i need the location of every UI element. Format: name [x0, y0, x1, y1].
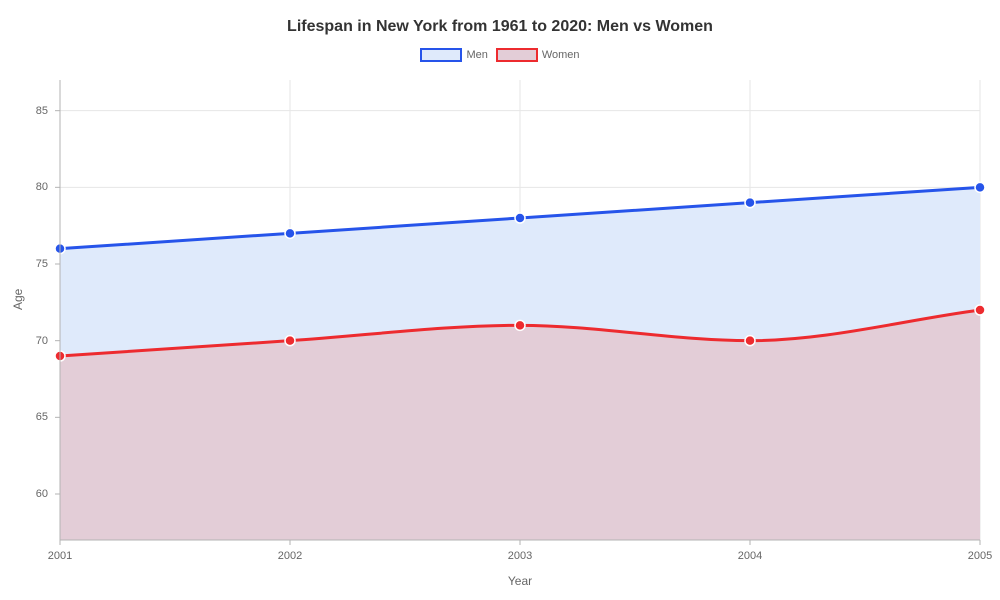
- marker-women[interactable]: [285, 336, 295, 346]
- y-tick-label: 60: [36, 488, 48, 500]
- legend-item-men[interactable]: Men: [420, 48, 487, 62]
- y-tick-label: 70: [36, 335, 48, 347]
- legend-label-women: Women: [542, 49, 580, 61]
- marker-women[interactable]: [975, 305, 985, 315]
- marker-men[interactable]: [975, 182, 985, 192]
- legend-label-men: Men: [466, 49, 487, 61]
- y-axis-label: Age: [11, 289, 25, 310]
- x-tick-label: 2005: [968, 550, 992, 562]
- marker-men[interactable]: [515, 213, 525, 223]
- y-tick-label: 85: [36, 105, 48, 117]
- x-tick-label: 2003: [508, 550, 532, 562]
- legend-swatch-women: [496, 48, 538, 62]
- legend-swatch-men: [420, 48, 462, 62]
- legend: Men Women: [0, 48, 1000, 62]
- x-tick-label: 2004: [738, 550, 762, 562]
- marker-men[interactable]: [745, 198, 755, 208]
- marker-women[interactable]: [745, 336, 755, 346]
- x-tick-label: 2002: [278, 550, 302, 562]
- plot-svg: [60, 80, 980, 540]
- legend-item-women[interactable]: Women: [496, 48, 580, 62]
- chart-container: Lifespan in New York from 1961 to 2020: …: [0, 0, 1000, 600]
- x-tick-label: 2001: [48, 550, 72, 562]
- x-axis-label: Year: [508, 574, 532, 588]
- y-tick-label: 75: [36, 258, 48, 270]
- y-tick-label: 80: [36, 181, 48, 193]
- y-tick-label: 65: [36, 411, 48, 423]
- marker-men[interactable]: [285, 228, 295, 238]
- plot-area: [60, 80, 980, 540]
- marker-women[interactable]: [515, 320, 525, 330]
- chart-title: Lifespan in New York from 1961 to 2020: …: [0, 18, 1000, 36]
